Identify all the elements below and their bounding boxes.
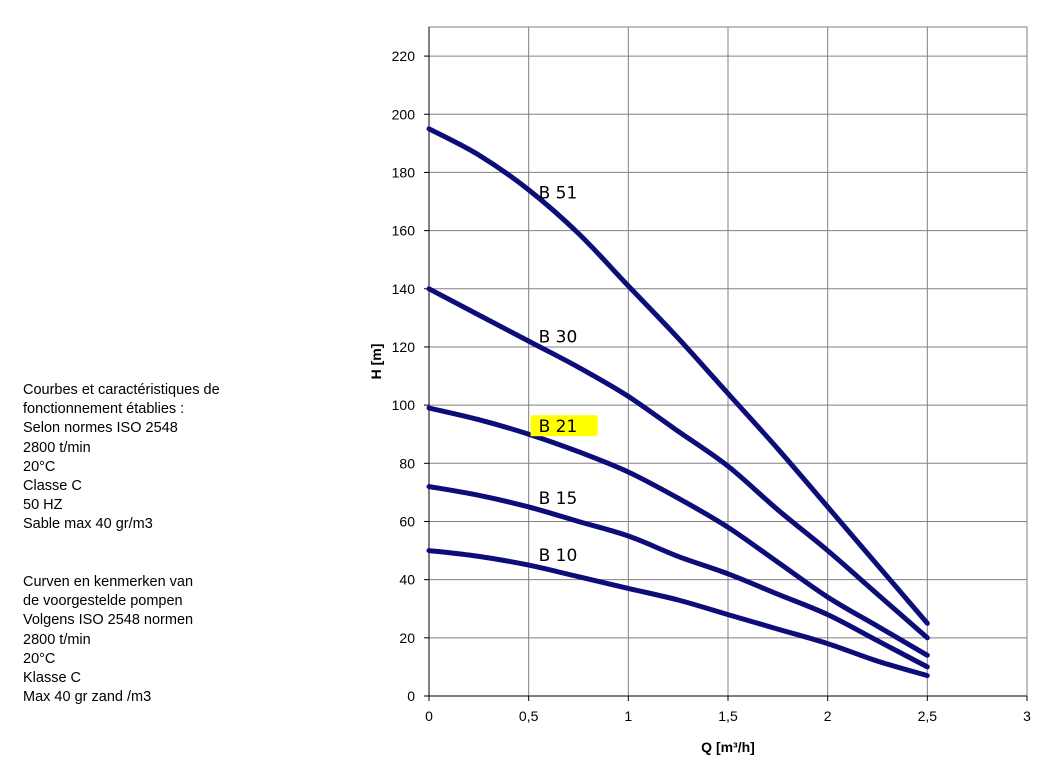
note-line: Volgens ISO 2548 normen bbox=[23, 612, 194, 629]
curve-b15 bbox=[426, 484, 930, 670]
y-tick-label: 20 bbox=[399, 630, 415, 646]
notes-french: Courbes et caractéristiques de fonctionne… bbox=[23, 381, 220, 535]
y-tick-label: 160 bbox=[392, 223, 416, 239]
x-axis-title: Q [m³/h] bbox=[701, 739, 755, 755]
y-axis-title: H [m] bbox=[368, 344, 384, 380]
note-line: 2800 t/min bbox=[23, 631, 91, 648]
y-tick-label: 140 bbox=[392, 281, 416, 297]
y-tick-label: 200 bbox=[392, 106, 416, 122]
curve-b51 bbox=[426, 126, 930, 626]
note-line: Courbes et caractéristiques de bbox=[23, 382, 220, 398]
note-line: Curven en kenmerken van bbox=[23, 574, 194, 590]
curve-label-b51: B 51 bbox=[539, 183, 578, 203]
y-tick-label: 40 bbox=[399, 572, 415, 588]
curve-b21 bbox=[426, 405, 930, 658]
note-line: 2800 t/min bbox=[23, 439, 91, 456]
x-tick-label: 2 bbox=[824, 708, 832, 724]
note-line: 20°C bbox=[23, 650, 56, 667]
note-line: de voorgestelde pompen bbox=[23, 593, 183, 610]
note-line: Selon normes ISO 2548 bbox=[23, 420, 178, 437]
note-line: Klasse C bbox=[23, 670, 82, 687]
note-line: Classe C bbox=[23, 478, 82, 495]
x-tick-label: 1,5 bbox=[718, 708, 738, 724]
y-tick-label: 220 bbox=[392, 48, 416, 64]
label-highlight bbox=[530, 415, 598, 437]
curve-label-b30: B 30 bbox=[539, 328, 578, 348]
x-tick-label: 0 bbox=[425, 708, 433, 724]
x-tick-label: 0,5 bbox=[519, 708, 539, 724]
note-line: 20°C bbox=[23, 458, 56, 475]
y-tick-label: 60 bbox=[399, 513, 415, 529]
y-tick-label: 100 bbox=[392, 397, 416, 413]
x-tick-label: 3 bbox=[1023, 708, 1031, 724]
note-line: Max 40 gr zand /m3 bbox=[23, 689, 152, 706]
y-tick-label: 80 bbox=[399, 455, 415, 471]
curve-b10 bbox=[426, 548, 930, 679]
notes-dutch: Curven en kenmerken van de voorgestelde p… bbox=[23, 573, 193, 707]
curve-labels: B 51 B 30 B 21 B 15 B 10 bbox=[530, 183, 598, 566]
curve-label-b21: B 21 bbox=[539, 417, 578, 437]
curve-b30 bbox=[426, 286, 930, 641]
axes: 0 20 40 60 80 100 120 140 160 180 200 220 0 0,5 1 1,5 2 2… bbox=[392, 27, 1031, 724]
series-layer bbox=[426, 126, 930, 679]
note-line: fonctionnement établies : bbox=[23, 401, 185, 418]
grid bbox=[428, 26, 1028, 697]
curve-label-b10: B 10 bbox=[539, 546, 578, 566]
curve-label-b15: B 15 bbox=[539, 489, 578, 509]
note-line: Sable max 40 gr/m3 bbox=[23, 516, 153, 533]
note-line: 50 HZ bbox=[23, 497, 63, 514]
y-tick-label: 0 bbox=[407, 688, 415, 704]
y-tick-label: 180 bbox=[392, 164, 416, 180]
x-tick-label: 2,5 bbox=[918, 708, 938, 724]
y-tick-label: 120 bbox=[392, 339, 416, 355]
x-tick-label: 1 bbox=[624, 708, 632, 724]
